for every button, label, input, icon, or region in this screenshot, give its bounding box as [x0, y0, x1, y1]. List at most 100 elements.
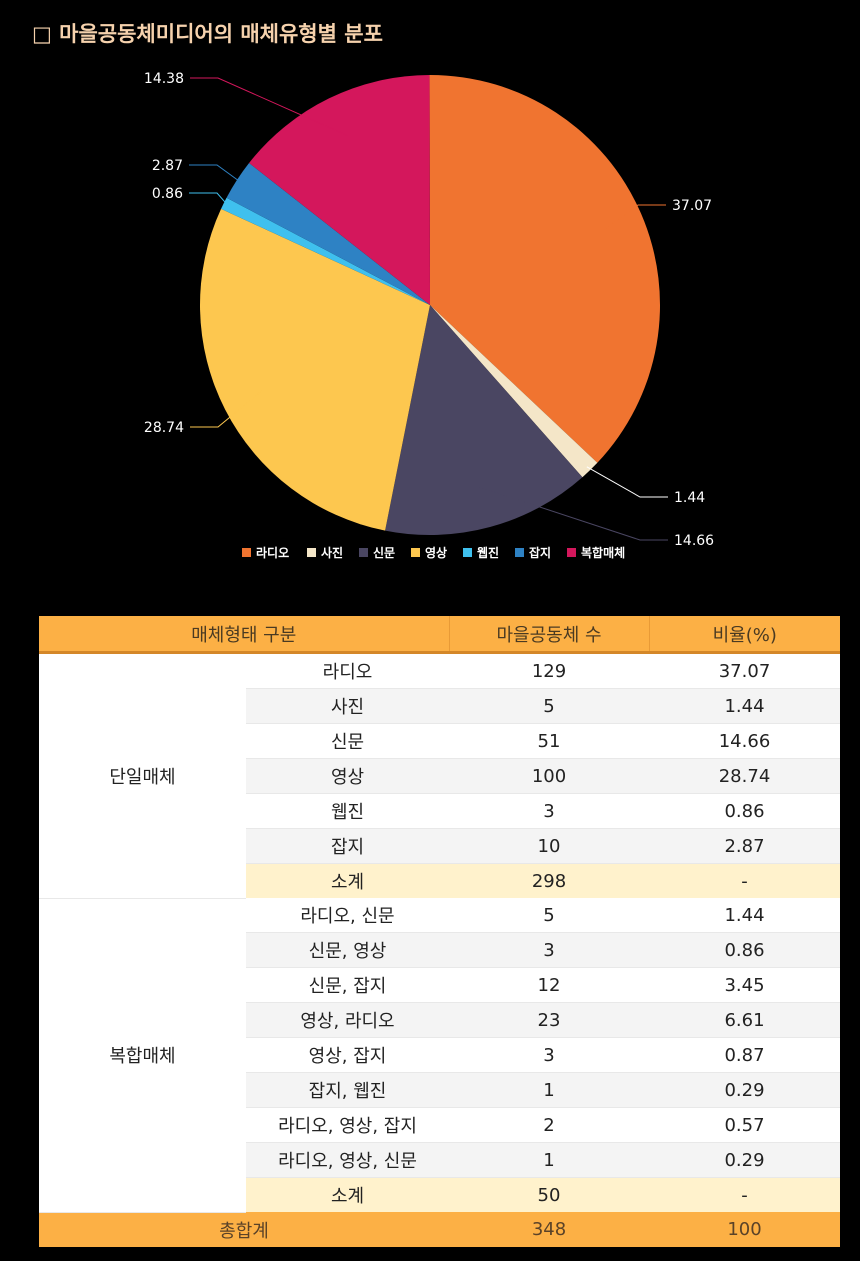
count-cell: 129: [449, 652, 649, 689]
data-label-4: 0.86: [152, 186, 183, 202]
table-row: 단일매체 라디오 129 37.07: [39, 652, 840, 899]
table-row: 신문, 잡지 12 3.45: [39, 967, 840, 1003]
pie-slice-1: [430, 305, 598, 478]
media-type-cell: 사진: [246, 688, 449, 724]
ratio-cell: 0.86: [649, 932, 840, 968]
subtotal-label: 소계: [246, 863, 449, 898]
total-row: 총합계 348 100: [39, 1212, 840, 1247]
table-row: 웹진 3 0.86: [39, 793, 840, 829]
ratio-cell: 0.57: [649, 1107, 840, 1143]
ratio-cell: 0.87: [649, 1037, 840, 1073]
total-count: 348: [449, 1212, 649, 1247]
media-type-cell: 잡지: [246, 828, 449, 864]
pie-slice-5: [226, 162, 430, 305]
count-cell: 3: [449, 932, 649, 968]
ratio-cell: 3.45: [649, 967, 840, 1003]
subtotal-count: 50: [449, 1177, 649, 1212]
count-cell: 2: [449, 1107, 649, 1143]
count-cell: 100: [449, 758, 649, 794]
media-type-cell: 신문, 잡지: [246, 967, 449, 1003]
leader-line-2: [479, 486, 668, 541]
group-label: 복합매체: [39, 898, 246, 1213]
subtotal-label: 소계: [246, 1177, 449, 1212]
ratio-cell: 1.44: [649, 898, 840, 933]
table-row: 잡지 10 2.87: [39, 828, 840, 864]
pie-slice-2: [385, 305, 583, 535]
ratio-cell: 0.86: [649, 793, 840, 829]
pie-slice-4: [221, 197, 430, 305]
data-label-6: 14.38: [144, 71, 184, 87]
pie-slice-6: [249, 75, 430, 305]
legend-swatch-6: [567, 548, 576, 557]
total-label: 총합계: [39, 1212, 449, 1247]
data-label-3: 28.74: [144, 420, 184, 436]
media-type-cell: 웹진: [246, 793, 449, 829]
leader-line-1: [586, 466, 668, 498]
header-community-count: 마을공동체 수: [448, 616, 649, 654]
group-label: 단일매체: [39, 652, 246, 899]
legend-swatch-3: [411, 548, 420, 557]
table-header-row: 매체형태 구분 마을공동체 수 비율(%): [39, 616, 840, 654]
subtotal-ratio: -: [649, 1177, 840, 1212]
count-cell: 5: [449, 898, 649, 933]
subtotal-row: 소계 50-: [39, 1177, 840, 1212]
legend-swatch-5: [515, 548, 524, 557]
legend-swatch-4: [463, 548, 472, 557]
legend-swatch-0: [242, 548, 251, 557]
legend-label-1: 사진: [321, 545, 343, 560]
legend-label-4: 웹진: [477, 545, 499, 560]
legend-label-0: 라디오: [256, 545, 289, 560]
legend-label-5: 잡지: [529, 545, 551, 560]
legend-swatch-2: [359, 548, 368, 557]
ratio-cell: 0.29: [649, 1072, 840, 1108]
media-type-cell: 라디오, 영상, 잡지: [246, 1107, 449, 1143]
table-row: 복합매체 라디오, 신문 5 1.44: [39, 898, 840, 1213]
data-label-1: 1.44: [674, 490, 705, 506]
count-cell: 1: [449, 1142, 649, 1178]
count-cell: 23: [449, 1002, 649, 1038]
count-cell: 10: [449, 828, 649, 864]
count-cell: 51: [449, 723, 649, 759]
leader-line-3: [190, 390, 263, 428]
media-type-cell: 신문: [246, 723, 449, 759]
pie-slice-0: [429, 75, 660, 463]
subtotal-row: 소계 298-: [39, 863, 840, 898]
subtotal-count: 298: [449, 863, 649, 898]
page-title: □ 마을공동체미디어의 매체유형별 분포: [32, 22, 383, 46]
legend-swatch-1: [307, 548, 316, 557]
data-label-5: 2.87: [152, 158, 183, 174]
legend-label-2: 신문: [373, 545, 395, 560]
media-distribution-table: 매체형태 구분 마을공동체 수 비율(%) 단일매체 라디오 129 37.07 사진 5…: [39, 616, 840, 1247]
table-row: 사진 5 1.44: [39, 688, 840, 724]
ratio-cell: 6.61: [649, 1002, 840, 1038]
table-row: 신문, 영상 3 0.86: [39, 932, 840, 968]
table-row: 라디오, 영상, 잡지 2 0.57: [39, 1107, 840, 1143]
media-type-cell: 라디오, 신문: [246, 898, 449, 933]
media-type-cell: 영상: [246, 758, 449, 794]
ratio-cell: 2.87: [649, 828, 840, 864]
data-label-0: 37.07: [672, 198, 712, 214]
subtotal-ratio: -: [649, 863, 840, 898]
media-type-cell: 잡지, 웹진: [246, 1072, 449, 1108]
legend-label-3: 영상: [425, 545, 447, 560]
count-cell: 1: [449, 1072, 649, 1108]
data-label-2: 14.66: [674, 533, 714, 549]
ratio-cell: 37.07: [649, 652, 840, 689]
pie-chart: 37.07 1.44 14.66 28.74 0.86 2.87 14.38 라디오 사진 신문 영…: [144, 71, 714, 560]
count-cell: 3: [449, 793, 649, 829]
media-type-cell: 신문, 영상: [246, 932, 449, 968]
media-type-cell: 영상, 라디오: [246, 1002, 449, 1038]
leader-line-4: [189, 192, 229, 206]
table-row: 영상 100 28.74: [39, 758, 840, 794]
total-ratio: 100: [649, 1212, 840, 1247]
leader-line-0: [602, 204, 666, 231]
count-cell: 3: [449, 1037, 649, 1073]
table-row: 라디오, 영상, 신문 1 0.29: [39, 1142, 840, 1178]
leader-line-5: [189, 164, 242, 183]
table-row: 신문 51 14.66: [39, 723, 840, 759]
legend-label-6: 복합매체: [581, 545, 625, 560]
ratio-cell: 1.44: [649, 688, 840, 724]
header-media-type: 매체형태 구분: [39, 616, 449, 654]
media-type-cell: 영상, 잡지: [246, 1037, 449, 1073]
pie-slice-3: [199, 208, 430, 531]
